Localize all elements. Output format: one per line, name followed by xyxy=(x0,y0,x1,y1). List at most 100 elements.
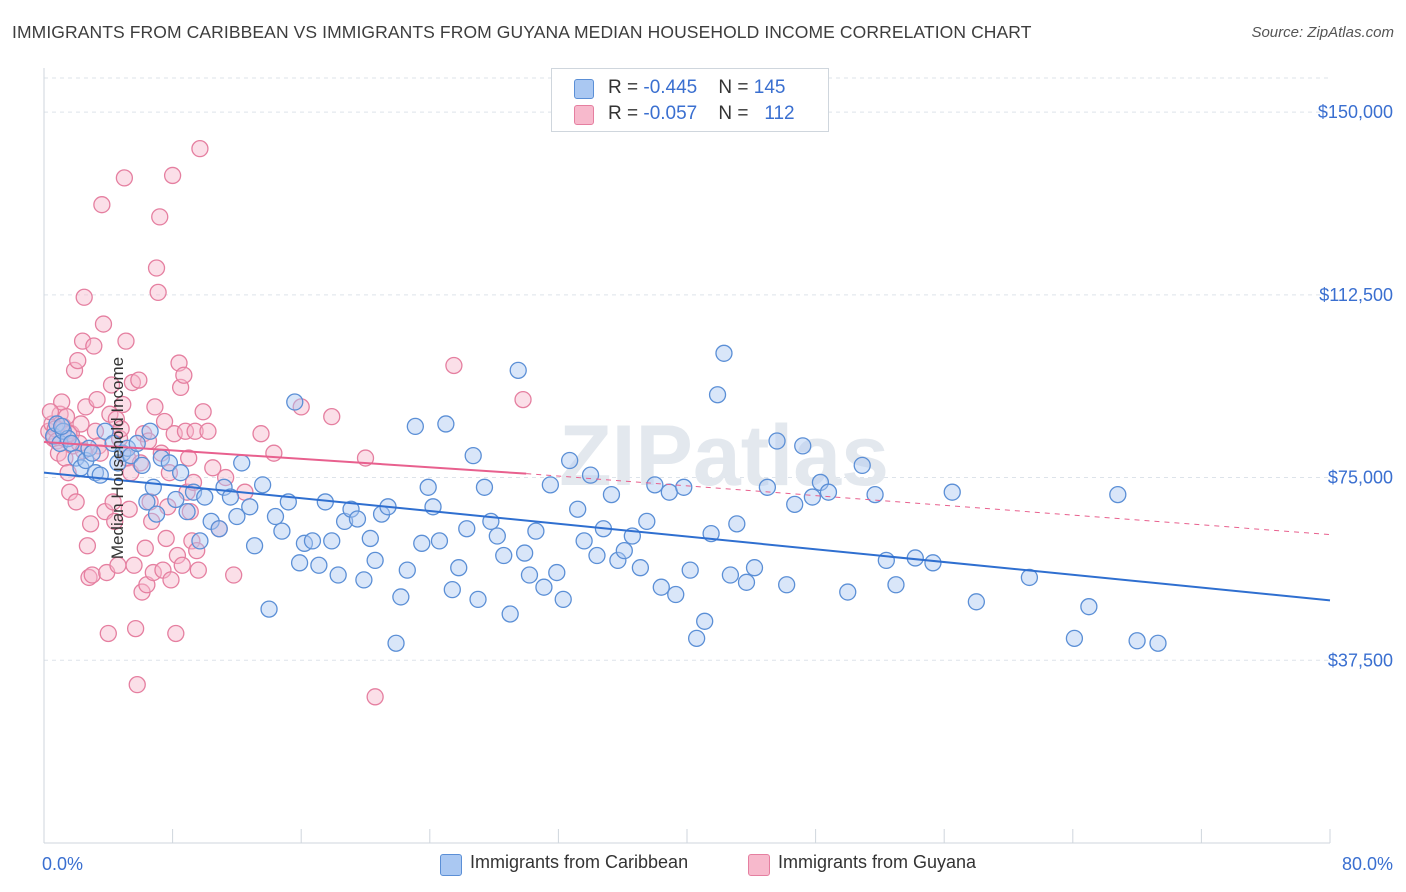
data-point xyxy=(675,478,693,496)
data-point xyxy=(109,454,127,472)
data-point xyxy=(85,337,103,355)
data-point xyxy=(554,590,572,609)
data-point xyxy=(450,559,468,577)
data-point xyxy=(839,583,857,601)
data-point xyxy=(646,476,664,494)
legend-n-value: 145 xyxy=(753,77,786,98)
data-point xyxy=(515,544,534,562)
data-point xyxy=(186,422,204,440)
data-point xyxy=(81,515,100,533)
data-point xyxy=(631,559,650,577)
data-point xyxy=(252,425,270,443)
data-point xyxy=(167,490,185,509)
data-point xyxy=(228,507,246,526)
data-point xyxy=(83,566,101,584)
legend-r-value: -0.445 xyxy=(643,77,698,98)
data-point xyxy=(398,561,416,579)
data-point xyxy=(548,563,566,582)
data-point xyxy=(171,464,190,482)
data-point xyxy=(149,283,167,302)
data-point xyxy=(191,140,209,158)
y-tick-label: $37,500 xyxy=(1328,650,1393,670)
data-point xyxy=(348,510,367,528)
data-point xyxy=(721,566,740,584)
data-point xyxy=(114,395,132,414)
data-point xyxy=(1065,629,1084,648)
data-point xyxy=(155,412,174,431)
data-point xyxy=(737,573,756,591)
data-point xyxy=(144,478,162,496)
data-point xyxy=(221,488,240,506)
guyana-points xyxy=(40,140,532,706)
data-point xyxy=(355,571,373,589)
data-point xyxy=(413,534,431,552)
data-point xyxy=(78,537,97,555)
data-point xyxy=(527,522,545,540)
data-point xyxy=(126,619,145,638)
data-point xyxy=(310,556,328,574)
data-point xyxy=(1020,568,1039,587)
data-point xyxy=(233,454,251,472)
data-point xyxy=(290,554,309,572)
data-point xyxy=(520,566,539,584)
data-point xyxy=(163,166,182,185)
data-point xyxy=(768,432,786,450)
watermark: ZIPatlas xyxy=(559,408,889,504)
data-point xyxy=(924,554,942,572)
data-point xyxy=(196,488,214,506)
data-point xyxy=(366,551,384,570)
y-axis-label: Median Household Income xyxy=(108,356,128,560)
data-point xyxy=(59,464,77,482)
caribbean-points xyxy=(44,344,1167,652)
data-point xyxy=(178,503,196,521)
data-point xyxy=(146,398,164,416)
guyana-trend-line xyxy=(43,440,527,475)
data-point xyxy=(1080,598,1098,616)
data-point xyxy=(266,507,285,526)
y-tick-label: $75,000 xyxy=(1328,468,1393,488)
data-point xyxy=(458,520,476,538)
data-point xyxy=(887,576,905,594)
data-point xyxy=(303,532,322,550)
data-point xyxy=(819,483,838,501)
data-point xyxy=(715,344,733,362)
data-point xyxy=(602,485,621,504)
data-point xyxy=(866,485,884,504)
data-point xyxy=(188,541,206,560)
data-point xyxy=(495,546,513,565)
data-point xyxy=(561,451,579,470)
caribbean-legend-label: Immigrants from Caribbean xyxy=(470,852,689,872)
data-point xyxy=(157,529,175,548)
y-tick-labels: $37,500 $75,000 $112,500 $150,000 xyxy=(1318,102,1393,670)
data-point xyxy=(681,561,699,579)
data-point xyxy=(430,532,449,550)
data-point xyxy=(86,422,105,440)
x-tick-labels: 0.0% 80.0% xyxy=(42,854,1393,874)
data-point xyxy=(501,605,519,623)
data-point xyxy=(443,580,461,599)
data-point xyxy=(128,675,146,694)
data-point xyxy=(575,532,593,550)
caribbean-swatch xyxy=(574,79,594,99)
guyana-swatch xyxy=(574,105,594,125)
data-point xyxy=(569,500,587,518)
data-point xyxy=(120,500,138,518)
data-point xyxy=(967,593,985,611)
guyana-legend-swatch xyxy=(748,854,770,876)
data-point xyxy=(204,459,222,477)
data-point xyxy=(652,578,670,596)
trend-lines xyxy=(43,440,1331,602)
data-point xyxy=(109,556,127,574)
data-point xyxy=(469,590,487,609)
data-point xyxy=(130,371,148,389)
data-point xyxy=(199,422,217,440)
data-point xyxy=(191,532,209,550)
data-point xyxy=(329,566,347,584)
data-point xyxy=(53,417,71,436)
guyana-trend-extension xyxy=(526,473,1331,536)
data-point xyxy=(253,476,272,494)
data-point xyxy=(615,541,633,560)
data-point xyxy=(464,446,482,465)
data-point xyxy=(136,539,154,557)
data-point xyxy=(366,688,384,706)
